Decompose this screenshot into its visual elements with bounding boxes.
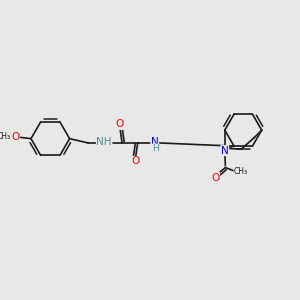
- Text: O: O: [11, 132, 20, 142]
- Text: CH₃: CH₃: [234, 167, 248, 176]
- Text: N: N: [151, 137, 159, 147]
- Text: O: O: [116, 119, 124, 130]
- Text: O: O: [211, 172, 220, 182]
- Text: CH₃: CH₃: [0, 132, 11, 141]
- Text: O: O: [131, 156, 140, 167]
- Text: H: H: [152, 144, 159, 153]
- Text: N: N: [221, 146, 229, 156]
- Text: NH: NH: [97, 137, 112, 147]
